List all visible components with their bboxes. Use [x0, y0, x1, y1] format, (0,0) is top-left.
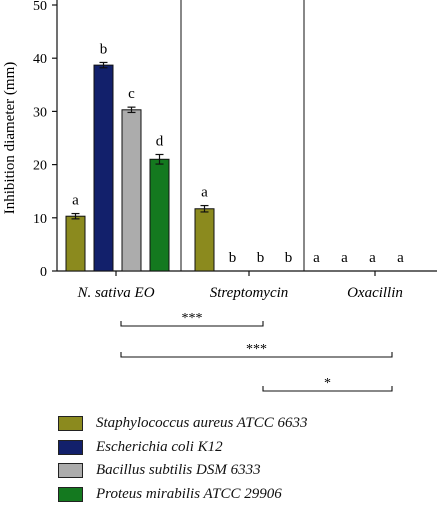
legend-item: Bacillus subtilis DSM 6333 [58, 459, 308, 483]
significance-letter: b [257, 250, 265, 266]
legend-swatch [58, 416, 83, 432]
significance-bracket [120, 321, 264, 327]
significance-letter: a [369, 250, 376, 266]
x-category-label: N. sativa EO [76, 285, 154, 301]
significance-letter: d [156, 133, 164, 149]
significance-bracket [262, 386, 393, 392]
significance-label: * [324, 376, 331, 391]
legend-label: Escherichia coli K12 [96, 438, 223, 455]
legend-item: Staphylococcus aureus ATCC 6633 [58, 412, 308, 436]
legend-label: Bacillus subtilis DSM 6333 [96, 462, 261, 479]
y-tick-label: 10 [33, 212, 47, 227]
legend-label: Proteus mirabilis ATCC 29906 [96, 485, 282, 502]
bar [194, 208, 215, 272]
legend-swatch [58, 439, 83, 455]
legend-item: Proteus mirabilis ATCC 29906 [58, 483, 308, 506]
significance-label: *** [246, 342, 267, 357]
y-tick-label: 50 [33, 0, 47, 14]
significance-letter: a [341, 250, 348, 266]
legend-swatch [58, 486, 83, 502]
significance-letter: b [285, 250, 293, 266]
legend-item: Escherichia coli K12 [58, 436, 308, 460]
significance-letter: a [201, 185, 208, 201]
significance-letter: c [128, 86, 135, 102]
significance-label: *** [182, 311, 203, 326]
y-axis-title: Inhibition diameter (mm) [2, 62, 18, 214]
significance-letter: b [229, 250, 237, 266]
significance-letter: a [313, 250, 320, 266]
significance-bracket [120, 352, 393, 358]
bar [65, 215, 86, 272]
y-tick-label: 0 [40, 265, 47, 280]
legend: Staphylococcus aureus ATCC 6633 Escherich… [58, 412, 308, 506]
x-category-label: Oxacillin [347, 285, 403, 301]
bar [93, 64, 114, 272]
bar [121, 109, 142, 272]
y-tick-label: 40 [33, 52, 47, 67]
y-tick-label: 20 [33, 159, 47, 174]
significance-letter: a [397, 250, 404, 266]
bar [149, 158, 170, 272]
significance-letter: b [100, 41, 108, 57]
legend-swatch [58, 463, 83, 479]
y-tick-label: 30 [33, 105, 47, 120]
legend-label: Staphylococcus aureus ATCC 6633 [96, 415, 308, 432]
x-category-label: Streptomycin [210, 285, 289, 301]
significance-letter: a [72, 193, 79, 209]
